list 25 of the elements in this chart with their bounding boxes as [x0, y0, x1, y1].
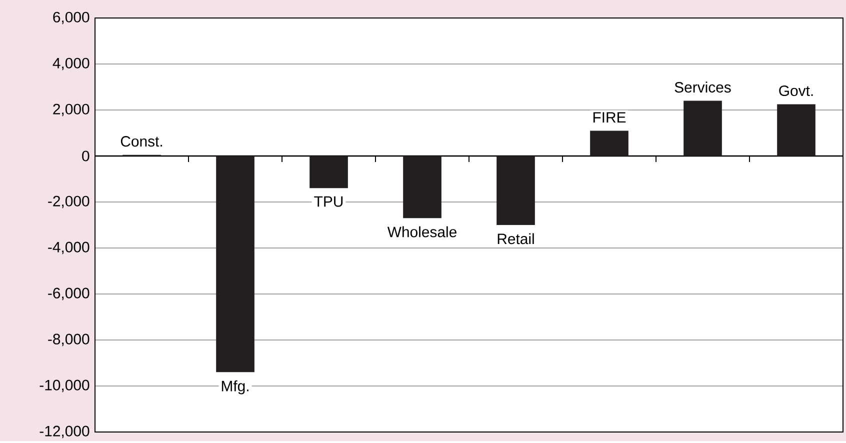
- x-tick-label: Retail: [498, 233, 534, 244]
- y-tick-label: 0: [82, 150, 90, 162]
- x-tick-label: Mfg.: [222, 380, 248, 394]
- y-tick-label: 4,000: [52, 58, 90, 70]
- y-tick-label: -12,000: [40, 426, 90, 438]
- x-tick-label: Wholesale: [387, 226, 456, 238]
- x-tick-label: FIRE: [593, 112, 626, 122]
- bar: [496, 156, 535, 225]
- y-tick-label: -6,000: [48, 288, 90, 300]
- x-tick-label: Const.: [120, 136, 162, 147]
- bar: [216, 156, 254, 372]
- y-tick-label: -4,000: [48, 242, 90, 254]
- bar: [684, 100, 722, 156]
- x-tick-label: TPU: [314, 196, 343, 207]
- y-tick-label: -2,000: [48, 196, 90, 208]
- x-tick-label: Services: [674, 82, 731, 93]
- y-tick-label: 2,000: [53, 104, 90, 116]
- bar: [403, 156, 442, 218]
- bar: [777, 104, 816, 156]
- bar: [590, 130, 628, 156]
- x-tick-label: Govt.: [779, 85, 813, 96]
- y-tick-label: 6,000: [53, 12, 90, 24]
- bar: [310, 156, 348, 188]
- y-tick-label: -10,000: [40, 380, 90, 392]
- y-tick-label: -8,000: [48, 334, 90, 346]
